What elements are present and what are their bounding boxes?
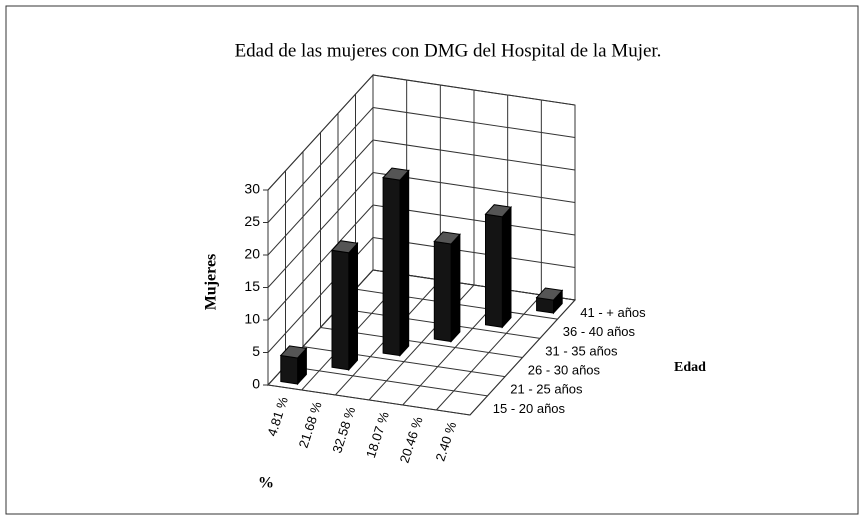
depth-tick-label: 26 - 30 años bbox=[528, 363, 601, 378]
y-tick-label: 30 bbox=[244, 181, 260, 197]
floor-grid bbox=[285, 365, 488, 397]
y-tick-label: 20 bbox=[244, 246, 260, 262]
bar bbox=[484, 204, 512, 329]
x-axis-title: % bbox=[258, 475, 274, 492]
depth-tick-label: 31 - 35 años bbox=[545, 343, 618, 358]
depth-tick-label: 15 - 20 años bbox=[493, 401, 566, 416]
y-tick-label: 10 bbox=[244, 311, 260, 327]
chart-title: Edad de las mujeres con DMG del Hospital… bbox=[235, 40, 662, 61]
y-tick-label: 25 bbox=[244, 213, 260, 229]
bar bbox=[433, 231, 461, 343]
y-tick-label: 15 bbox=[244, 278, 260, 294]
bar-front bbox=[433, 240, 452, 343]
bar-top bbox=[279, 345, 308, 359]
bar-side bbox=[399, 169, 410, 357]
grid-line bbox=[267, 139, 374, 256]
bar-side bbox=[348, 241, 358, 372]
bar-top bbox=[382, 167, 410, 181]
bar-front bbox=[485, 213, 503, 328]
grid-line bbox=[372, 107, 576, 138]
bar-top bbox=[484, 204, 512, 218]
grid-line bbox=[267, 107, 374, 223]
depth-tick-label: 21 - 25 años bbox=[510, 382, 583, 397]
bar-top bbox=[535, 287, 564, 301]
bar bbox=[382, 167, 410, 357]
bar-front bbox=[280, 354, 299, 385]
bar bbox=[331, 240, 359, 372]
bar-side bbox=[501, 205, 512, 329]
bar-front bbox=[382, 177, 401, 357]
grid-line bbox=[267, 204, 374, 321]
bar bbox=[535, 287, 564, 315]
grid-line bbox=[372, 74, 576, 106]
grid-line bbox=[267, 74, 374, 191]
y-axis-title: Mujeres bbox=[203, 254, 220, 311]
bar-top bbox=[433, 231, 461, 245]
depth-tick-label: 41 - + años bbox=[580, 305, 646, 320]
bar bbox=[279, 345, 308, 386]
bar-side bbox=[450, 233, 461, 343]
bar-top bbox=[331, 240, 359, 254]
grid-line bbox=[267, 172, 374, 288]
depth-axis-title: Edad bbox=[674, 360, 706, 375]
grid-line bbox=[372, 139, 576, 171]
bar-front bbox=[331, 249, 350, 371]
y-tick-label: 5 bbox=[252, 343, 260, 359]
floor-grid bbox=[267, 384, 471, 416]
depth-tick-label: 36 - 40 años bbox=[563, 324, 636, 339]
y-tick-label: 0 bbox=[252, 376, 260, 392]
